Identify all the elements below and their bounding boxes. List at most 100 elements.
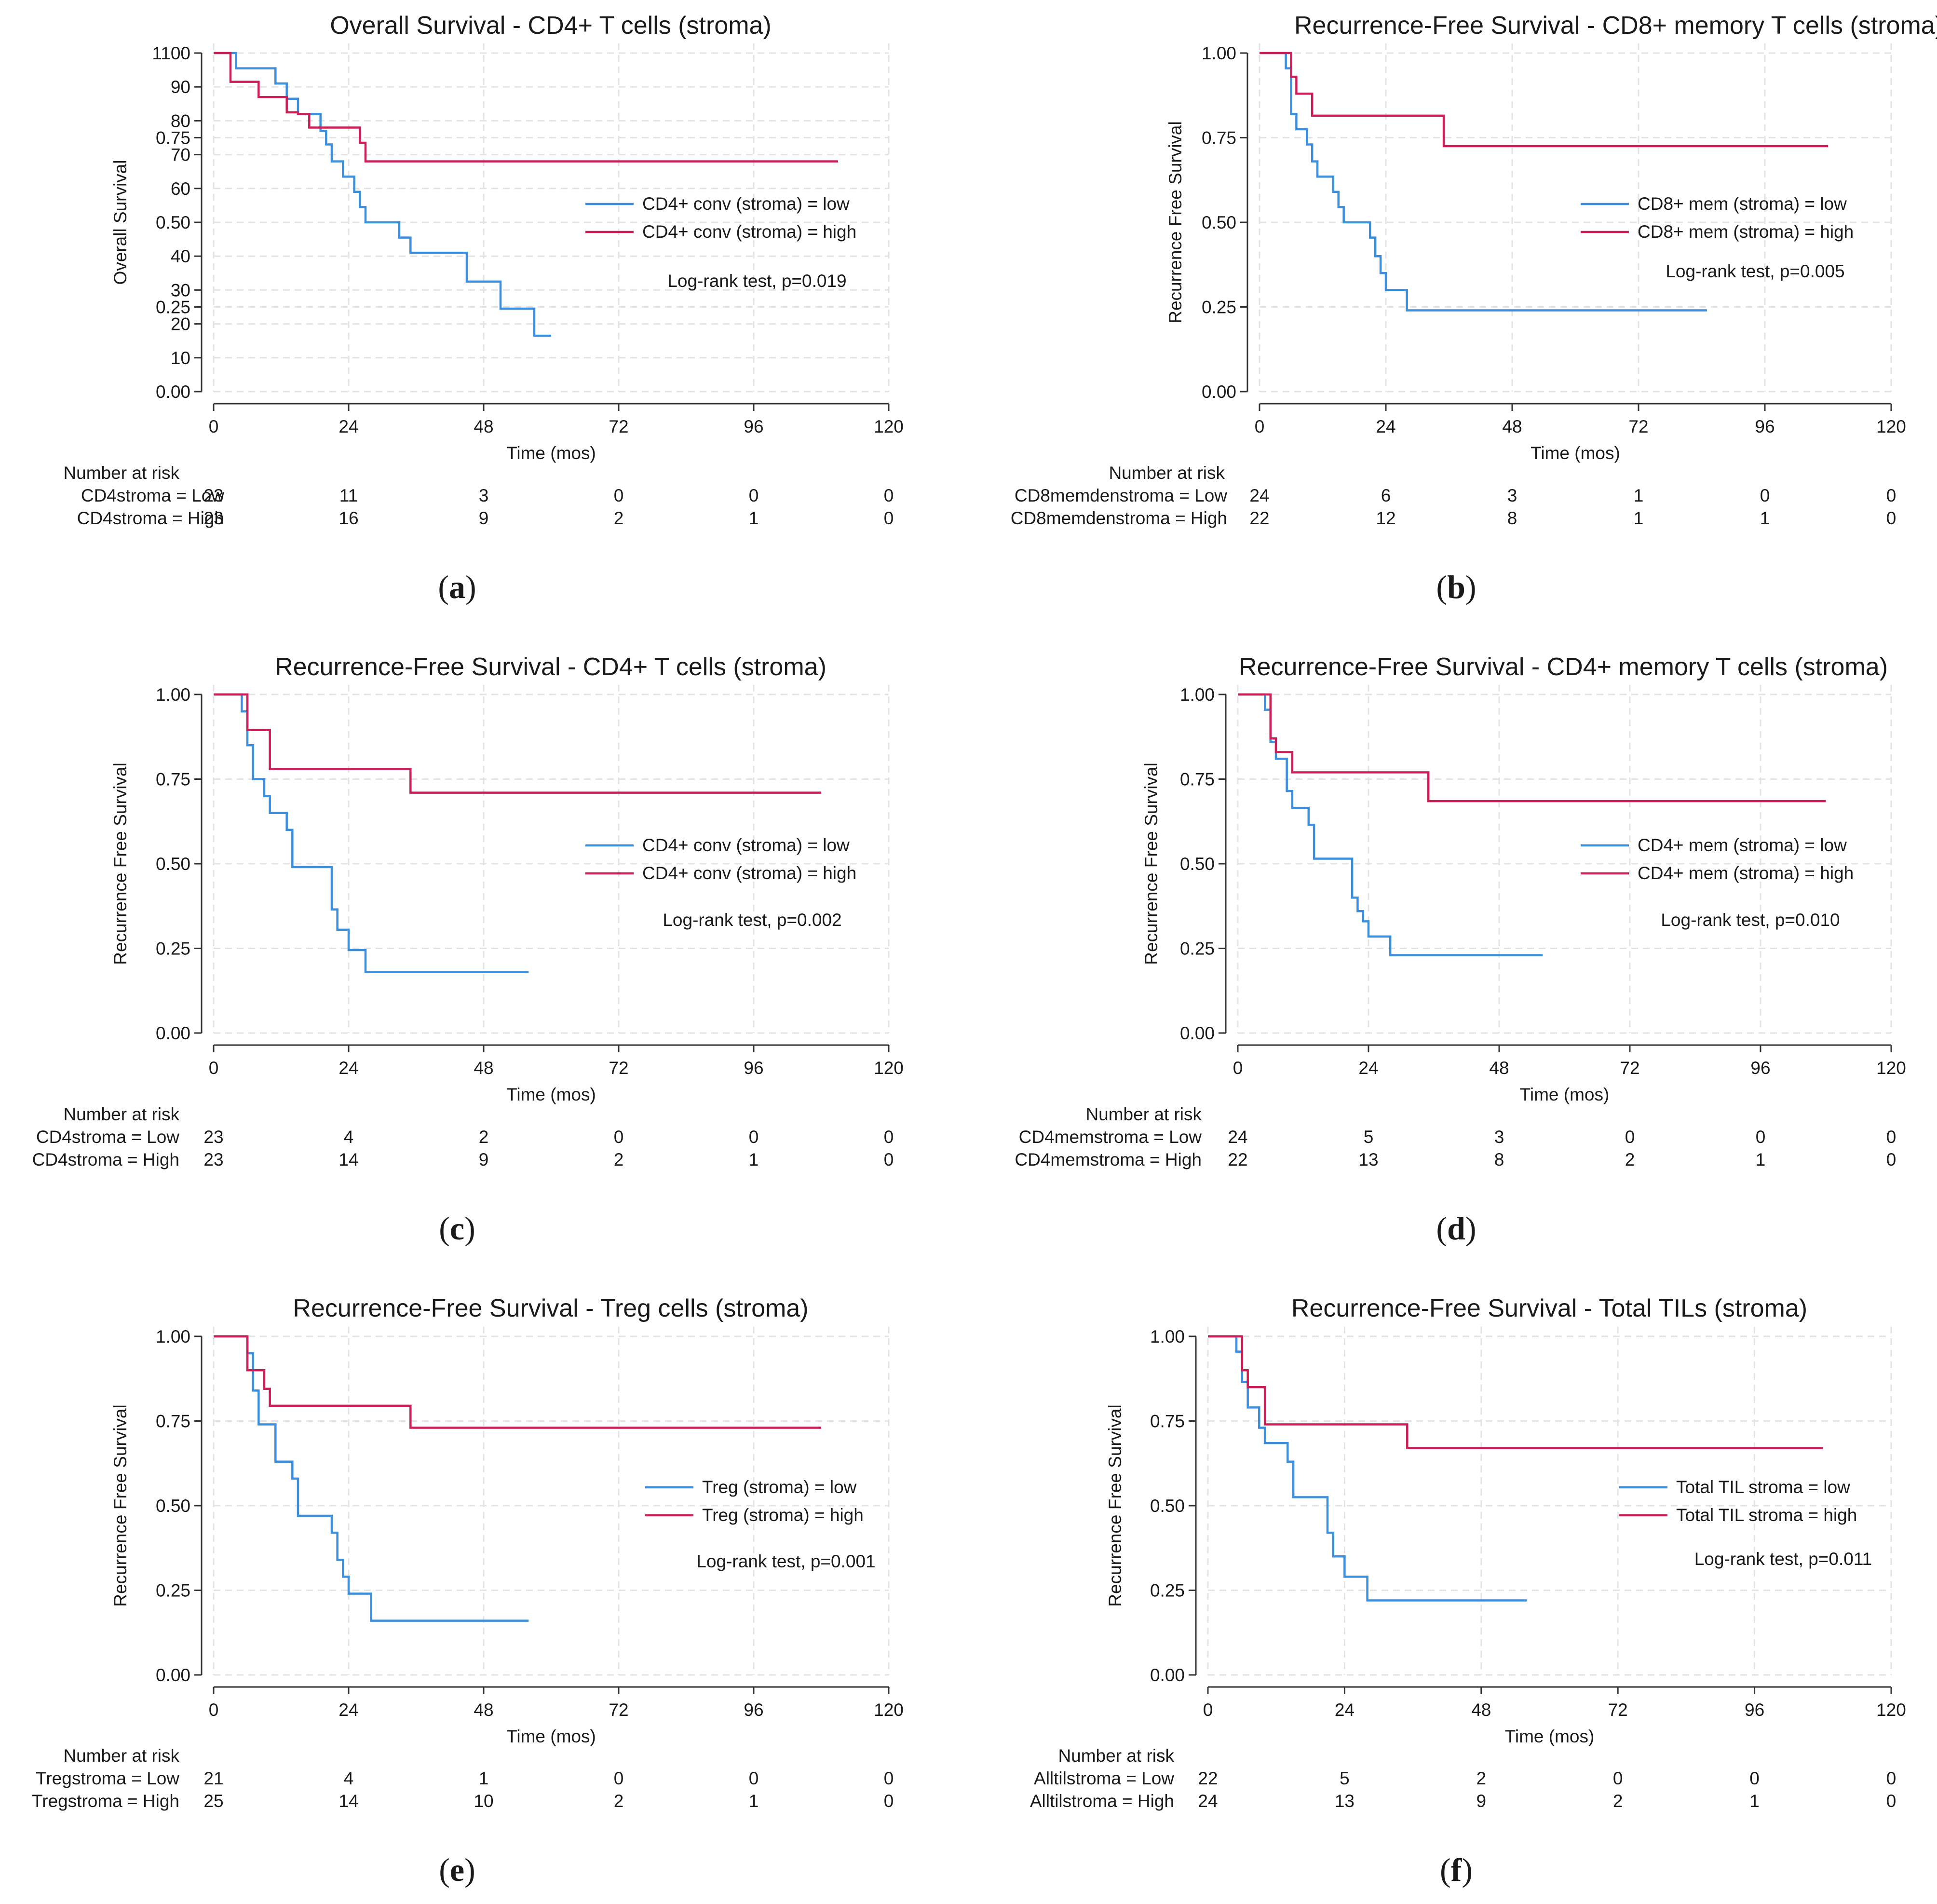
x-tick-label: 120 — [1876, 1058, 1906, 1078]
risk-count: 14 — [339, 1150, 358, 1170]
km-curve-low — [214, 1335, 529, 1622]
y-axis-label: Recurrence Free Survival — [1141, 762, 1161, 965]
x-tick-label: 96 — [744, 1058, 763, 1078]
y-tick-label: 30 — [171, 280, 190, 300]
x-tick-label: 72 — [609, 1700, 628, 1720]
risk-count: 3 — [1507, 486, 1517, 505]
risk-count: 0 — [884, 486, 894, 505]
risk-count: 23 — [203, 508, 223, 528]
y-tick-label: 1100 — [152, 43, 190, 63]
risk-count: 8 — [1507, 508, 1517, 528]
x-tick-label: 96 — [1745, 1700, 1764, 1720]
risk-count: 9 — [479, 1150, 489, 1170]
risk-count: 0 — [1886, 1768, 1896, 1788]
y-tick-label: 0.00 — [156, 1665, 190, 1685]
logrank-annotation: Log-rank test, p=0.002 — [663, 910, 841, 930]
legend: CD4+ conv (stroma) = low CD4+ conv (strom… — [585, 194, 856, 242]
risk-count: 14 — [339, 1791, 358, 1811]
risk-table-header: Number at risk — [1058, 1746, 1174, 1766]
risk-count: 22 — [1249, 508, 1269, 528]
risk-count: 0 — [1760, 486, 1770, 505]
legend: CD4+ mem (stroma) = low CD4+ mem (stroma)… — [1581, 835, 1854, 883]
risk-count: 0 — [1886, 1127, 1896, 1147]
legend-label-low: CD4+ mem (stroma) = low — [1638, 835, 1847, 855]
risk-count: 0 — [749, 1768, 759, 1788]
risk-row-label: CD4memstroma = Low — [1019, 1127, 1202, 1147]
chart-title: Overall Survival - CD4+ T cells (stroma) — [330, 12, 772, 40]
x-tick-label: 48 — [474, 1700, 493, 1720]
risk-table: Number at risk CD4memstroma = Low 24 5 3 0 0 0 C… — [1015, 1104, 1896, 1170]
y-tick-label: 0.50 — [156, 213, 190, 232]
risk-count: 1 — [1634, 486, 1644, 505]
risk-count: 2 — [614, 1791, 624, 1811]
risk-count: 21 — [203, 1768, 223, 1788]
risk-row-label: CD8memdenstroma = High — [1011, 508, 1227, 528]
risk-table-header: Number at risk — [1085, 1104, 1202, 1124]
panel-letter: (f) — [1440, 1851, 1473, 1888]
y-tick-label: 0.50 — [156, 1496, 190, 1516]
x-tick-label: 24 — [1358, 1058, 1378, 1078]
risk-count: 0 — [1756, 1127, 1766, 1147]
risk-count: 0 — [884, 1127, 894, 1147]
risk-count: 1 — [1756, 1150, 1766, 1170]
x-tick-label: 96 — [1750, 1058, 1770, 1078]
km-curve-high — [1238, 693, 1826, 802]
y-tick-label: 1.00 — [156, 1327, 190, 1346]
y-tick-label: 0.75 — [1202, 128, 1236, 148]
y-tick-label: 1.00 — [1202, 43, 1236, 63]
panel-d: Recurrence-Free Survival - CD4+ memory T… — [1015, 653, 1906, 1247]
risk-count: 2 — [1613, 1791, 1623, 1811]
risk-count: 10 — [474, 1791, 493, 1811]
gridlines — [213, 1327, 890, 1676]
risk-count: 2 — [1625, 1150, 1635, 1170]
y-tick-label: 80 — [171, 111, 190, 131]
chart-title: Recurrence-Free Survival - Total TILs (s… — [1291, 1294, 1807, 1322]
gridlines — [213, 43, 890, 393]
x-tick-label: 120 — [1876, 1700, 1906, 1720]
risk-row-label: CD8memdenstroma = Low — [1015, 486, 1227, 505]
y-tick-label: 0.50 — [1150, 1496, 1185, 1516]
legend-label-high: CD4+ mem (stroma) = high — [1638, 863, 1854, 883]
panel-letter: (b) — [1436, 569, 1476, 605]
y-tick-label: 0.25 — [156, 298, 190, 317]
risk-count: 24 — [1249, 486, 1269, 505]
panel-c: Recurrence-Free Survival - CD4+ T cells … — [32, 653, 904, 1247]
km-curve-high — [1208, 1335, 1823, 1449]
risk-row-label: CD4stroma = High — [32, 1150, 179, 1170]
km-curve-low — [1238, 693, 1543, 956]
y-tick-label: 0.25 — [156, 939, 190, 959]
risk-count: 13 — [1335, 1791, 1355, 1811]
logrank-annotation: Log-rank test, p=0.001 — [696, 1551, 875, 1571]
legend-label-low: Total TIL stroma = low — [1676, 1477, 1850, 1497]
risk-count: 4 — [344, 1127, 354, 1147]
y-axis-label: Overall Survival — [110, 160, 130, 285]
x-tick-label: 48 — [1502, 417, 1522, 436]
legend-label-low: CD4+ conv (stroma) = low — [642, 835, 850, 855]
logrank-annotation: Log-rank test, p=0.005 — [1666, 261, 1844, 281]
risk-count: 23 — [203, 486, 223, 505]
risk-count: 6 — [1381, 486, 1391, 505]
y-tick-label: 0.75 — [1150, 1412, 1185, 1431]
x-tick-label: 72 — [609, 417, 628, 436]
logrank-annotation: Log-rank test, p=0.019 — [667, 271, 846, 291]
risk-count: 0 — [1886, 508, 1896, 528]
y-tick-label: 0.25 — [1202, 298, 1236, 317]
y-tick-label: 10 — [171, 348, 190, 368]
x-tick-label: 72 — [1620, 1058, 1639, 1078]
legend-label-low: CD8+ mem (stroma) = low — [1638, 194, 1847, 214]
risk-count: 11 — [339, 486, 358, 505]
y-tick-label: 60 — [171, 179, 190, 199]
risk-count: 0 — [1886, 486, 1896, 505]
panel-letter: (a) — [438, 569, 476, 605]
risk-count: 23 — [203, 1150, 223, 1170]
risk-count: 1 — [749, 508, 759, 528]
risk-table-header: Number at risk — [63, 1746, 179, 1766]
risk-count: 0 — [884, 1768, 894, 1788]
y-axis-label: Recurrence Free Survival — [1165, 121, 1185, 323]
panel-e: Recurrence-Free Survival - Treg cells (s… — [32, 1294, 904, 1888]
y-tick-label: 0.00 — [156, 382, 190, 402]
y-tick-label: 0.25 — [1180, 939, 1215, 959]
x-tick-label: 72 — [609, 1058, 628, 1078]
y-tick-label: 90 — [171, 77, 190, 97]
